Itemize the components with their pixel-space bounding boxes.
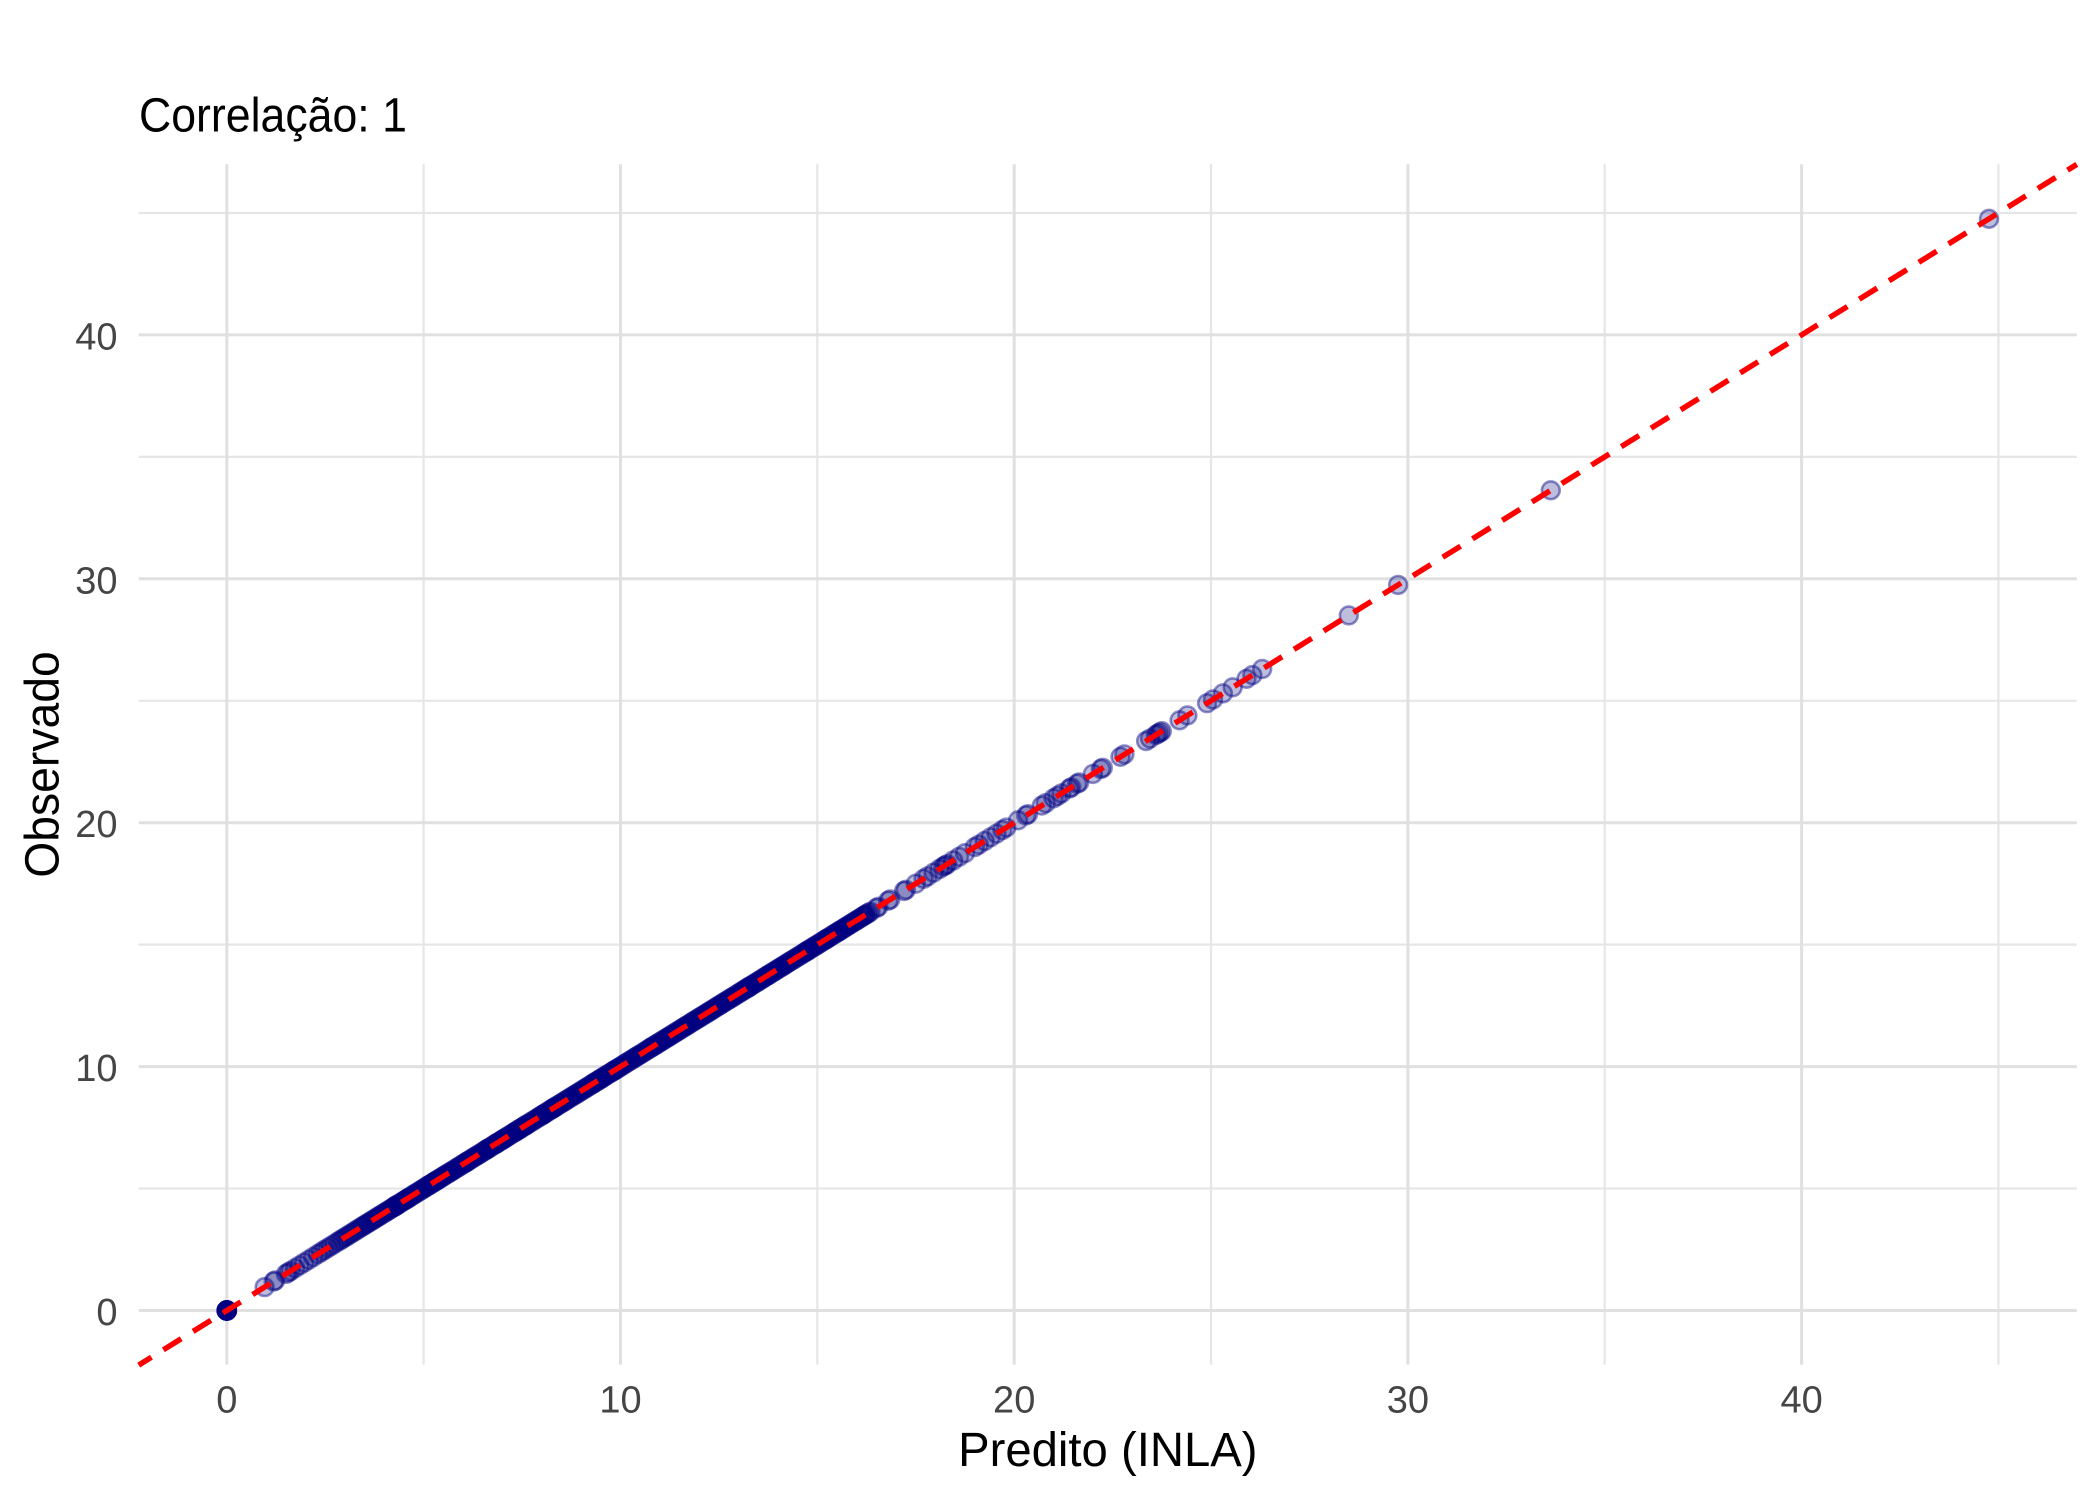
svg-text:40: 40 [75,316,117,358]
svg-text:20: 20 [993,1380,1035,1422]
svg-text:40: 40 [1780,1380,1822,1422]
svg-text:10: 10 [75,1048,117,1090]
svg-text:0: 0 [216,1380,237,1422]
svg-text:20: 20 [75,804,117,846]
svg-text:Observado: Observado [15,651,69,878]
svg-text:0: 0 [96,1292,117,1334]
svg-text:30: 30 [1387,1380,1429,1422]
svg-text:30: 30 [75,560,117,602]
svg-text:Correlação: 1: Correlação: 1 [139,88,407,142]
svg-text:Predito (INLA): Predito (INLA) [958,1424,1257,1477]
svg-text:10: 10 [599,1380,641,1422]
